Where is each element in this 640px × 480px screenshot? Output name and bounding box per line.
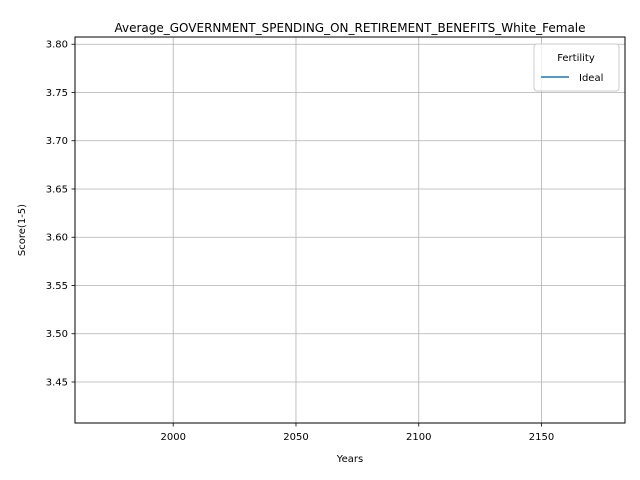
x-axis-label: Years xyxy=(336,454,363,465)
y-tick-label: 3.50 xyxy=(46,329,68,340)
chart-title: Average_GOVERNMENT_SPENDING_ON_RETIREMEN… xyxy=(114,21,585,35)
y-axis: 3.45 3.50 3.55 3.60 3.65 3.70 3.75 3.80 xyxy=(46,40,75,388)
legend-entry-ideal: Ideal xyxy=(579,73,603,84)
x-tick-label: 2050 xyxy=(283,432,308,443)
y-tick-label: 3.60 xyxy=(46,233,68,244)
x-tick-label: 2100 xyxy=(406,432,431,443)
x-axis: 2000 2050 2100 2150 xyxy=(160,423,554,443)
y-tick-label: 3.70 xyxy=(46,136,68,147)
legend: Fertility Ideal xyxy=(533,43,620,92)
legend-title: Fertility xyxy=(557,53,595,64)
x-tick-label: 2000 xyxy=(160,432,185,443)
y-axis-label: Score(1-5) xyxy=(17,204,28,256)
x-tick-label: 2150 xyxy=(529,432,554,443)
y-tick-label: 3.80 xyxy=(46,40,68,51)
grid xyxy=(75,37,625,423)
y-tick-label: 3.45 xyxy=(46,377,68,388)
legend-box xyxy=(533,43,620,92)
plot-area-frame xyxy=(74,36,626,424)
y-tick-label: 3.75 xyxy=(46,88,68,99)
y-tick-label: 3.65 xyxy=(46,184,68,195)
y-tick-label: 3.55 xyxy=(46,281,68,292)
